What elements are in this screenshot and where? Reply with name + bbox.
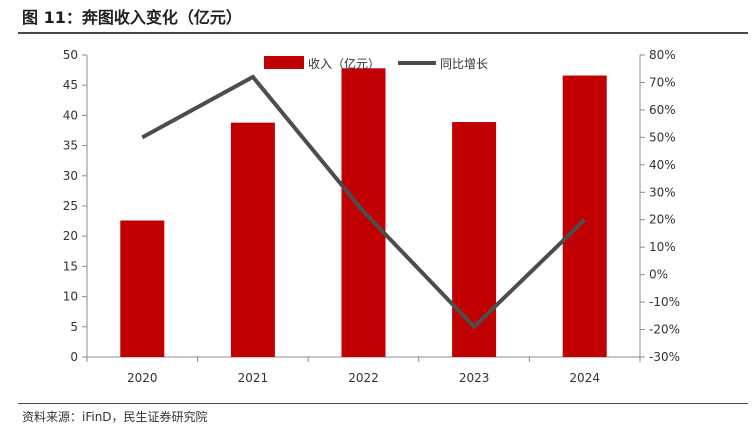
left-tick-label: 40 — [63, 108, 78, 122]
x-tick-label: 2023 — [459, 371, 490, 385]
x-tick-label: 2020 — [127, 371, 158, 385]
revenue-bar — [452, 122, 497, 357]
right-tick-label: 60% — [649, 103, 676, 117]
right-tick-label: -20% — [649, 323, 680, 337]
left-tick-label: 50 — [63, 48, 78, 62]
left-tick-label: 30 — [63, 169, 78, 183]
left-tick-label: 5 — [70, 320, 78, 334]
title-rule — [18, 32, 748, 34]
revenue-bar — [230, 122, 275, 357]
legend-label-growth: 同比增长 — [440, 57, 488, 71]
left-tick-label: 10 — [63, 290, 78, 304]
right-tick-label: 0% — [649, 268, 668, 282]
source-note: 资料来源：iFinD，民生证券研究院 — [22, 410, 208, 424]
footer-rule — [18, 403, 748, 404]
right-tick-label: 70% — [649, 75, 676, 89]
right-tick-label: 80% — [649, 48, 676, 62]
left-tick-label: 35 — [63, 139, 78, 153]
left-tick-label: 0 — [70, 350, 78, 364]
left-tick-label: 25 — [63, 199, 78, 213]
left-tick-label: 20 — [63, 229, 78, 243]
left-tick-label: 15 — [63, 259, 78, 273]
x-tick-label: 2024 — [569, 371, 600, 385]
right-tick-label: 30% — [649, 185, 676, 199]
legend-label-revenue: 收入（亿元） — [308, 56, 380, 71]
growth-line — [141, 74, 587, 330]
right-tick-label: 50% — [649, 130, 676, 144]
x-tick-label: 2021 — [238, 371, 269, 385]
x-tick-label: 2022 — [348, 371, 379, 385]
right-tick-label: 10% — [649, 240, 676, 254]
right-tick-label: 20% — [649, 213, 676, 227]
right-tick-label: 40% — [649, 158, 676, 172]
revenue-bar — [562, 75, 607, 357]
legend-swatch-revenue — [264, 56, 304, 69]
right-tick-label: -10% — [649, 295, 680, 309]
chart-title: 图 11：奔图收入变化（亿元） — [22, 8, 242, 27]
left-tick-label: 45 — [63, 78, 78, 92]
right-tick-label: -30% — [649, 350, 680, 364]
revenue-bar — [120, 220, 165, 357]
